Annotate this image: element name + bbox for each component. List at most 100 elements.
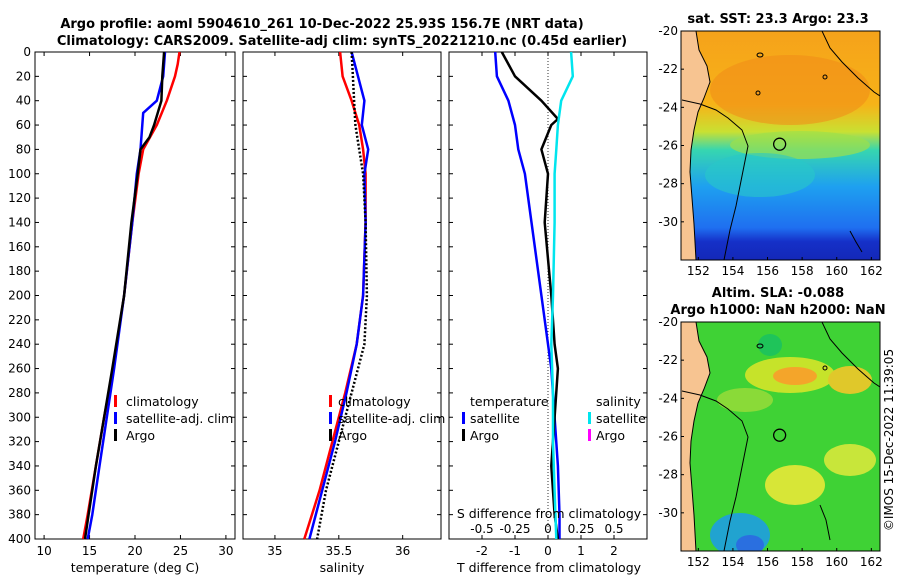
legend-title-temperature: temperature: [470, 394, 549, 409]
sst-warm-blob: [710, 55, 870, 125]
difference-ticks: -2 -1 0 1 2: [449, 51, 647, 558]
x-tick-label: 35.5: [325, 544, 352, 558]
difference-panel: -2 -1 0 1 2 temperature salinity satellite A…: [448, 51, 648, 575]
salinity-legend: climatology satellite-adj. clim Argo: [329, 394, 445, 443]
x-tick-label: 1: [577, 544, 585, 558]
salinity-panel: 35 35.5 36 climatology satellite-adj. clim…: [242, 51, 445, 575]
map-x-tick-label: 152: [687, 555, 710, 569]
sla-low-3: [736, 535, 764, 551]
temperature-panel: 10 15 20 25 30020406080100120140160180200220…: [8, 45, 236, 575]
y-tick-label: 100: [8, 167, 31, 181]
map-y-tick-label: -22: [658, 353, 678, 367]
sst-map-title: sat. SST: 23.3 Argo: 23.3: [687, 12, 868, 27]
sla-high-2: [828, 366, 872, 394]
y-tick-label: 220: [8, 313, 31, 327]
difference-legend: temperature salinity satellite Argo sate…: [462, 394, 646, 443]
map-y-tick-label: -28: [658, 177, 678, 191]
legend-label-t-argo: Argo: [470, 428, 499, 443]
legend-title-salinity: salinity: [596, 394, 641, 409]
series-argo: [315, 51, 369, 540]
top-tick-label: 0: [544, 522, 552, 536]
x-tick-label: 30: [218, 544, 233, 558]
series-satellite-adj-clim: [308, 51, 370, 540]
map-y-tick-label: -26: [658, 430, 678, 444]
map-x-tick-label: 162: [860, 555, 883, 569]
legend-swatch-s-argo: [588, 429, 591, 441]
y-tick-label: 400: [8, 532, 31, 546]
salinity-series: [303, 51, 370, 540]
sst-island-3: [755, 90, 761, 96]
y-tick-label: 320: [8, 435, 31, 449]
y-tick-label: 140: [8, 215, 31, 229]
y-tick-label: 120: [8, 191, 31, 205]
sst-cyan-patch: [705, 153, 815, 197]
difference-xlabel: T difference from climatology: [456, 560, 642, 575]
map-x-tick-label: 160: [825, 555, 848, 569]
map-x-tick-label: 156: [756, 555, 779, 569]
y-tick-label: 160: [8, 240, 31, 254]
sst-land: [681, 31, 710, 260]
sst-green-tongue: [730, 131, 870, 159]
map-x-tick-label: 154: [721, 555, 744, 569]
salinity-axes-frame: [242, 51, 442, 540]
sst-argo-marker: [772, 137, 787, 151]
sla-field: [681, 322, 880, 551]
legend-label-s-satellite: satellite: [596, 411, 646, 426]
legend-swatch-argo: [114, 429, 117, 441]
salinity-ticks: 35 35.5 36: [243, 51, 441, 558]
temperature-xlabel: temperature (deg C): [71, 560, 200, 575]
y-tick-label: 380: [8, 508, 31, 522]
legend-swatch-climatology: [114, 395, 117, 407]
sla-coastline: [689, 322, 711, 551]
sla-bathymetry-contour: [681, 322, 880, 551]
sla-map-ticks: 152 154 156 158 160 162 -20 -22 -24 -26 -28 -30: [658, 315, 882, 569]
x-tick-label: 10: [36, 544, 51, 558]
legend-label-climatology: climatology: [126, 394, 199, 409]
sla-map-title-line-2: Argo h1000: NaN h2000: NaN: [670, 303, 885, 318]
map-x-tick-label: 156: [756, 264, 779, 278]
sst-island-1: [756, 52, 764, 58]
series-temperature-argo: [500, 51, 560, 540]
sla-map-panel: Altim. SLA: -0.088 Argo h1000: NaN h2000…: [658, 286, 885, 569]
y-tick-label: 280: [8, 386, 31, 400]
map-y-tick-label: -24: [658, 100, 678, 114]
x-tick-label: 25: [173, 544, 188, 558]
imos-watermark: ©IMOS 15-Dec-2022 11:39:05: [882, 349, 896, 531]
top-tick-label: 0.25: [568, 522, 595, 536]
y-tick-label: 260: [8, 362, 31, 376]
difference-top-ticks: -0.5 -0.25 0 0.25 0.5: [470, 522, 623, 536]
sla-island-2: [822, 365, 828, 371]
map-y-tick-label: -24: [658, 391, 678, 405]
series-climatology: [81, 51, 181, 540]
legend-swatch-t-satellite: [462, 412, 465, 424]
sla-high-core: [773, 367, 817, 385]
difference-top-xlabel: S difference from climatology: [457, 506, 642, 521]
sst-map-panel: sat. SST: 23.3 Argo: 23.3 152 154 156 158 16…: [658, 12, 882, 278]
temperature-ticks: 10 15 20 25 30020406080100120140160180200220…: [8, 45, 235, 558]
sst-coastline: [689, 31, 711, 260]
temperature-series: [81, 51, 181, 540]
y-tick-label: 40: [16, 94, 31, 108]
map-y-tick-label: -20: [658, 24, 678, 38]
legend-label-argo: Argo: [126, 428, 155, 443]
y-tick-label: 360: [8, 483, 31, 497]
legend-label-argo: Argo: [338, 428, 367, 443]
sst-island-2: [822, 74, 828, 80]
map-y-tick-label: -28: [658, 468, 678, 482]
series-temperature-satellite: [493, 51, 561, 539]
legend-swatch-satellite: [329, 412, 332, 424]
x-tick-label: 2: [610, 544, 618, 558]
y-tick-label: 200: [8, 289, 31, 303]
map-x-tick-label: 152: [687, 264, 710, 278]
sla-high-4: [824, 444, 876, 476]
y-tick-label: 300: [8, 410, 31, 424]
x-tick-label: -2: [476, 544, 488, 558]
x-tick-label: 0: [544, 544, 552, 558]
map-y-tick-label: -26: [658, 139, 678, 153]
map-x-tick-label: 158: [791, 264, 814, 278]
temperature-legend: climatology satellite-adj. clim Argo: [114, 394, 233, 443]
legend-swatch-satellite: [114, 412, 117, 424]
map-x-tick-label: 162: [860, 264, 883, 278]
legend-label-satellite: satellite-adj. clim: [126, 411, 233, 426]
